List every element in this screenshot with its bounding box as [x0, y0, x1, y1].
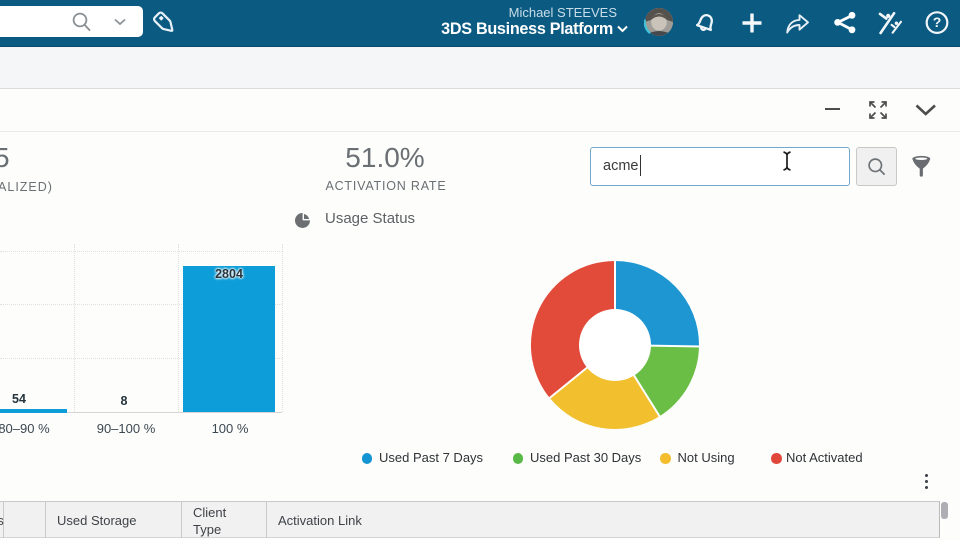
svg-text:?: ?: [933, 14, 942, 30]
